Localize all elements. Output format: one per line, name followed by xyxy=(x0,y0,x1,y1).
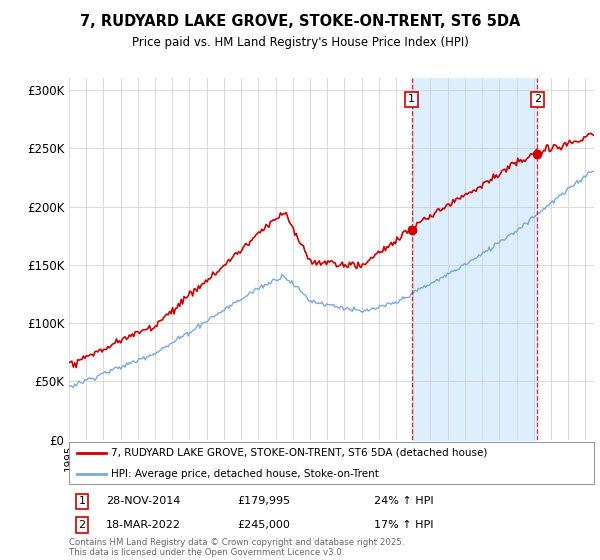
Text: Contains HM Land Registry data © Crown copyright and database right 2025.
This d: Contains HM Land Registry data © Crown c… xyxy=(69,538,404,557)
FancyBboxPatch shape xyxy=(69,442,594,484)
Text: £245,000: £245,000 xyxy=(237,520,290,530)
Text: 1: 1 xyxy=(79,496,86,506)
Text: 7, RUDYARD LAKE GROVE, STOKE-ON-TRENT, ST6 5DA (detached house): 7, RUDYARD LAKE GROVE, STOKE-ON-TRENT, S… xyxy=(111,448,487,458)
Text: 1: 1 xyxy=(408,95,415,104)
Text: 28-NOV-2014: 28-NOV-2014 xyxy=(106,496,180,506)
Text: 7, RUDYARD LAKE GROVE, STOKE-ON-TRENT, ST6 5DA: 7, RUDYARD LAKE GROVE, STOKE-ON-TRENT, S… xyxy=(80,14,520,29)
Text: Price paid vs. HM Land Registry's House Price Index (HPI): Price paid vs. HM Land Registry's House … xyxy=(131,36,469,49)
Text: HPI: Average price, detached house, Stoke-on-Trent: HPI: Average price, detached house, Stok… xyxy=(111,469,379,479)
Text: 17% ↑ HPI: 17% ↑ HPI xyxy=(373,520,433,530)
Text: 18-MAR-2022: 18-MAR-2022 xyxy=(106,520,181,530)
Text: 2: 2 xyxy=(534,95,541,104)
Text: 2: 2 xyxy=(79,520,86,530)
Text: £179,995: £179,995 xyxy=(237,496,290,506)
Text: 24% ↑ HPI: 24% ↑ HPI xyxy=(373,496,433,506)
